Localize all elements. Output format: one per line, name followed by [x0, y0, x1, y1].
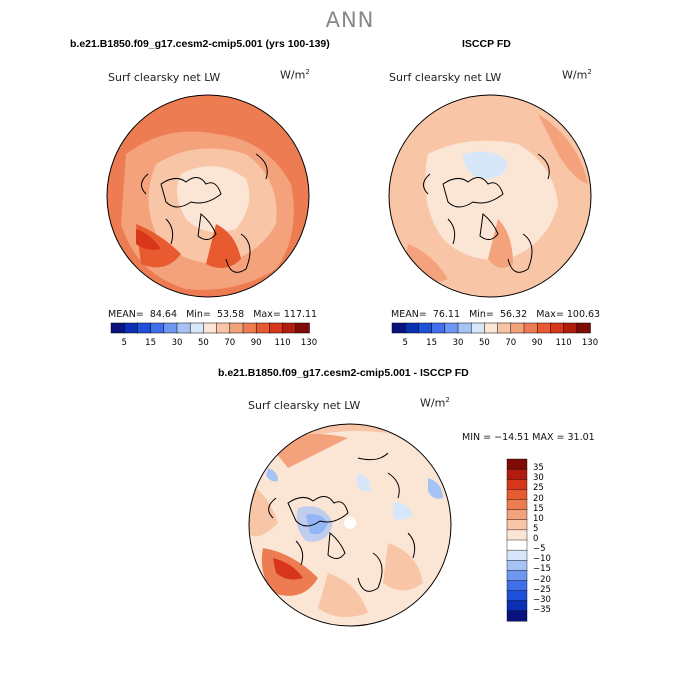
diff-colorbar-labels: 35 30 25 20 15 10 5 0 −5 −10 −15 −20 −25 −30 −35	[533, 459, 573, 621]
colorbar-tick-label: 90	[531, 338, 543, 348]
obs-colorbar	[391, 322, 591, 334]
colorbar-swatch	[137, 322, 152, 334]
colorbar-swatch	[242, 322, 257, 334]
obs-variable-label: Surf clearsky net LW	[389, 71, 502, 84]
colorbar-tick-label: −25	[533, 584, 551, 595]
colorbar-tick-label: 30	[171, 338, 183, 348]
obs-panel-title: ISCCP FD	[462, 38, 511, 50]
colorbar-swatch	[189, 322, 205, 334]
colorbar-swatch	[216, 322, 231, 334]
model-colorbar-labels: 5 15 30 50 70 90 110 130	[111, 338, 317, 350]
colorbar-swatch	[431, 322, 446, 334]
colorbar-swatch	[484, 322, 499, 334]
obs-polar-map	[388, 94, 592, 298]
colorbar-swatch	[506, 489, 528, 501]
obs-colorbar-labels: 5 15 30 50 70 90 110 130	[392, 338, 598, 350]
colorbar-swatch	[497, 322, 512, 334]
colorbar-tick-label: 35	[533, 463, 544, 474]
colorbar-tick-label: 5	[121, 338, 127, 348]
model-colorbar	[110, 322, 310, 334]
colorbar-swatch	[506, 519, 528, 531]
colorbar-swatch	[255, 322, 271, 334]
main-title: ANN	[325, 8, 375, 32]
colorbar-swatch	[506, 539, 528, 551]
colorbar-tick-label: 70	[224, 338, 236, 348]
colorbar-tick-label: 5	[402, 338, 408, 348]
colorbar-tick-label: 25	[533, 483, 544, 494]
colorbar-swatch	[506, 509, 528, 521]
colorbar-swatch	[457, 322, 472, 334]
colorbar-swatch	[203, 322, 218, 334]
colorbar-tick-label: 20	[533, 493, 544, 504]
diff-variable-label: Surf clearsky net LW	[248, 399, 361, 412]
diff-stats: MIN = −14.51 MAX = 31.01	[462, 432, 595, 443]
model-units-label: W/m2	[280, 68, 310, 82]
colorbar-tick-label: 50	[197, 338, 209, 348]
colorbar-tick-label: 50	[478, 338, 490, 348]
colorbar-swatch	[506, 499, 528, 511]
colorbar-swatch	[506, 458, 528, 470]
colorbar-tick-label: 90	[250, 338, 262, 348]
colorbar-swatch	[444, 322, 459, 334]
colorbar-tick-label: 30	[533, 473, 544, 484]
colorbar-tick-label: −15	[533, 564, 551, 575]
colorbar-tick-label: 5	[533, 523, 539, 534]
colorbar-tick-label: 130	[300, 338, 318, 348]
colorbar-swatch	[506, 529, 528, 541]
colorbar-swatch	[506, 549, 528, 561]
colorbar-swatch	[123, 322, 139, 334]
colorbar-swatch	[506, 600, 528, 612]
colorbar-swatch	[550, 322, 565, 334]
colorbar-tick-label: 15	[426, 338, 437, 348]
colorbar-swatch	[470, 322, 486, 334]
colorbar-swatch	[176, 322, 191, 334]
model-polar-map	[106, 94, 310, 298]
colorbar-swatch	[229, 322, 244, 334]
colorbar-tick-label: 15	[145, 338, 156, 348]
colorbar-tick-label: 30	[452, 338, 464, 348]
colorbar-tick-label: −30	[533, 594, 551, 605]
colorbar-tick-label: −20	[533, 574, 551, 585]
model-variable-label: Surf clearsky net LW	[108, 71, 221, 84]
colorbar-swatch	[536, 322, 552, 334]
diff-panel-title: b.e21.B1850.f09_g17.cesm2-cmip5.001 - IS…	[218, 367, 469, 379]
colorbar-swatch	[269, 322, 284, 334]
colorbar-tick-label: 15	[533, 503, 544, 514]
colorbar-swatch	[506, 610, 528, 622]
colorbar-swatch	[506, 479, 528, 490]
colorbar-swatch	[110, 322, 125, 334]
diff-polar-map	[248, 423, 452, 627]
colorbar-tick-label: 70	[505, 338, 517, 348]
colorbar-swatch	[563, 322, 578, 334]
colorbar-swatch	[150, 322, 165, 334]
colorbar-swatch	[506, 570, 528, 582]
colorbar-tick-label: 110	[274, 338, 291, 348]
obs-units-label: W/m2	[562, 68, 592, 82]
colorbar-tick-label: 0	[533, 534, 539, 544]
colorbar-swatch	[506, 580, 528, 592]
colorbar-tick-label: 110	[555, 338, 572, 348]
colorbar-swatch	[506, 590, 528, 602]
colorbar-swatch	[295, 322, 310, 334]
colorbar-tick-label: −35	[533, 604, 551, 615]
colorbar-tick-label: 10	[533, 513, 544, 524]
colorbar-swatch	[391, 322, 406, 334]
colorbar-swatch	[506, 560, 528, 571]
model-panel-title: b.e21.B1850.f09_g17.cesm2-cmip5.001 (yrs…	[70, 38, 330, 50]
colorbar-swatch	[418, 322, 433, 334]
obs-stats: MEAN= 76.11 Min= 56.32 Max= 100.63	[391, 309, 601, 320]
colorbar-swatch	[506, 468, 528, 480]
colorbar-tick-label: −10	[533, 554, 551, 565]
colorbar-swatch	[523, 322, 538, 334]
colorbar-swatch	[576, 322, 591, 334]
colorbar-swatch	[404, 322, 420, 334]
colorbar-swatch	[163, 322, 178, 334]
colorbar-swatch	[510, 322, 525, 334]
colorbar-swatch	[282, 322, 297, 334]
model-stats: MEAN= 84.64 Min= 53.58 Max= 117.11	[108, 309, 318, 320]
colorbar-tick-label: −5	[533, 544, 546, 555]
diff-units-label: W/m2	[420, 396, 450, 410]
colorbar-tick-label: 130	[581, 338, 599, 348]
diff-colorbar	[506, 458, 528, 622]
